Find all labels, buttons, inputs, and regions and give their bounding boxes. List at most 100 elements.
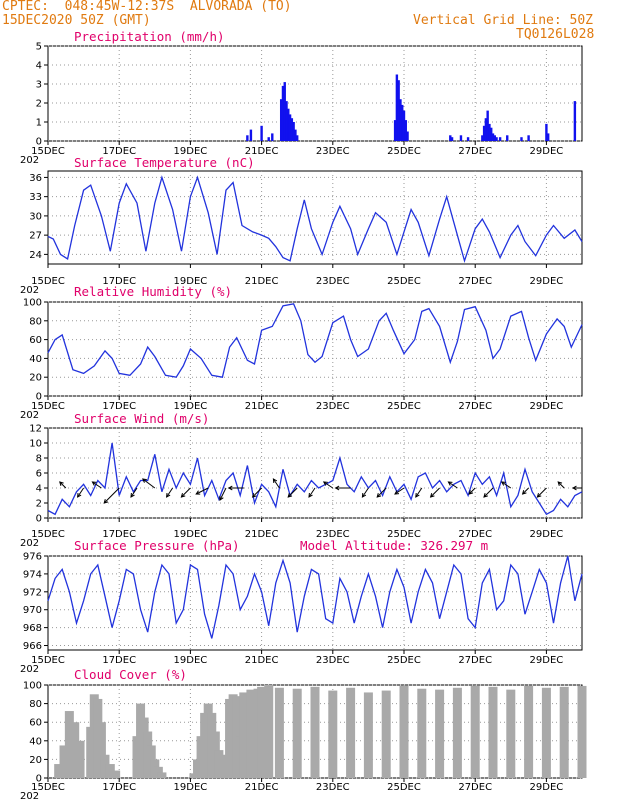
precip-bar (482, 125, 486, 141)
pressure-ytick-label: 974 (23, 569, 42, 580)
station-header: CPTEC: 048:45W-12:37S ALVORADA (TO) (2, 0, 292, 14)
cloud-bar (100, 754, 110, 778)
wind-series-line (47, 442, 583, 516)
precip-xtick-label: 27DEC (458, 146, 492, 157)
rh-ytick-label: 100 (23, 298, 42, 309)
wind-ytick-label: 0 (36, 514, 42, 525)
precip-bar (406, 131, 409, 141)
precip-xtick-label: 15DEC (31, 146, 65, 157)
precip-bar (292, 122, 295, 141)
precip-ytick-label: 0 (36, 137, 42, 148)
wind-title: Surface Wind (m/s) (74, 411, 209, 426)
wind-arrow-head (429, 493, 435, 498)
wind-arrow-head (103, 499, 109, 504)
cloud-bar (257, 686, 267, 778)
rh-xtick-label: 27DEC (458, 401, 492, 412)
cloud-bar (506, 689, 516, 778)
wind-xtick-label: 25DEC (387, 529, 421, 540)
precip-xtick-label: 19DEC (174, 146, 208, 157)
cloud-bar (541, 687, 551, 778)
wind-arrow-head (394, 490, 400, 495)
precip-bar (498, 137, 502, 141)
wind-arrow (130, 487, 138, 498)
pressure-ytick-label: 966 (23, 641, 42, 652)
cloud-xtick-label: 29DEC (530, 782, 564, 793)
wind-arrow-head (571, 485, 577, 491)
wind-ytick-label: 10 (29, 439, 42, 450)
precip-bar (404, 120, 407, 141)
wind-arrow-head (166, 492, 171, 498)
wind-arrow (430, 487, 440, 498)
cloud-bar (157, 772, 167, 778)
cloud-bar (64, 711, 74, 778)
precip-ytick-label: 1 (36, 118, 42, 129)
cloud-bar (399, 685, 409, 778)
wind-arrow (166, 487, 174, 498)
wind-ytick-label: 4 (36, 484, 42, 495)
wind-arrow-head (195, 490, 201, 495)
cloud-bar (381, 690, 391, 778)
precip-bar (546, 133, 550, 141)
precip-bar (283, 82, 286, 141)
wind-arrow-head (251, 493, 257, 498)
wind-arrow-head (500, 481, 506, 486)
wind-arrow-head (308, 492, 313, 498)
wind-arrow-head (521, 490, 527, 495)
precip-bar (249, 129, 253, 141)
precip-ytick-label: 4 (36, 61, 42, 72)
pressure-ytick-label: 972 (23, 587, 42, 598)
precip-bar (399, 99, 402, 141)
pressure-xtick-label: 23DEC (316, 655, 350, 666)
wind-arrow-head (415, 492, 420, 498)
rh-xtick-label: 17DEC (102, 401, 136, 412)
cloud-xtick-label: 19DEC (174, 782, 208, 793)
precip-bar (287, 108, 290, 141)
precip-bar (246, 135, 249, 141)
cloud-xtick-label: 21DEC (245, 782, 279, 793)
cloud-bar (435, 689, 445, 778)
pressure-ytick-label: 970 (23, 605, 42, 616)
wind-xtick-label: 15DEC (31, 529, 65, 540)
cloud-bar (470, 685, 480, 778)
precip-ytick-label: 2 (36, 99, 42, 110)
wind-arrow-head (59, 481, 64, 486)
wind-arrow (361, 487, 369, 498)
precip-bar (281, 85, 285, 141)
rh-xtick-label: 25DEC (387, 401, 421, 412)
wind-arrow (103, 487, 120, 504)
wind-arrow (376, 487, 387, 498)
cloud-bar (417, 688, 427, 778)
wind-arrow (448, 481, 458, 489)
pressure-year-stub: 202 (20, 664, 39, 675)
cloud-xtick-label: 15DEC (31, 782, 65, 793)
wind-arrow-head (557, 481, 563, 486)
precip-ytick-label: 3 (36, 80, 42, 91)
temp-ytick-label: 24 (29, 250, 42, 261)
cloud-bar (346, 687, 356, 778)
temp-xtick-label: 27DEC (458, 276, 492, 287)
precip-frame (47, 45, 583, 142)
model-code: TQ0126L028 (516, 27, 595, 42)
temp-ytick-label: 33 (29, 192, 42, 203)
wind-arrow (501, 481, 512, 489)
wind-arrow-head (361, 492, 367, 498)
precip-xtick-label: 29DEC (530, 146, 564, 157)
precip-bar (545, 123, 548, 141)
cloud-bar (310, 686, 320, 778)
precip-bar (493, 135, 496, 141)
precip-bar (495, 137, 498, 141)
temp-xtick-label: 23DEC (316, 276, 350, 287)
cloud-bar (363, 692, 373, 778)
wind-arrow-head (483, 493, 488, 498)
pressure-xtick-label: 17DEC (102, 655, 136, 666)
rh-xtick-label: 15DEC (31, 401, 65, 412)
cloud-bar (70, 722, 80, 778)
pressure-ytick-label: 976 (23, 552, 42, 563)
wind-ytick-label: 8 (36, 454, 42, 465)
pressure-xtick-label: 19DEC (174, 655, 208, 666)
rh-frame (47, 301, 583, 397)
cloud-bar (264, 685, 274, 778)
rh-ytick-label: 20 (29, 373, 42, 384)
precip-bar (486, 110, 489, 141)
precip-bar (271, 133, 274, 141)
